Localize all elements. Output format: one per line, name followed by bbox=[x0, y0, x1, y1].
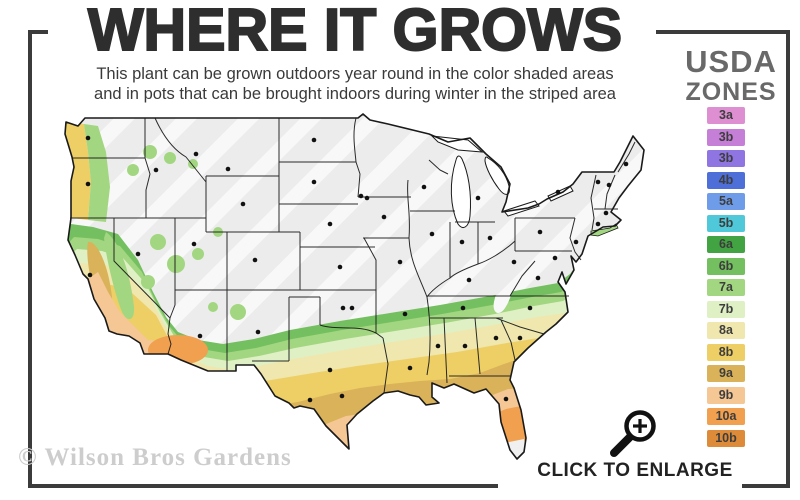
appalachian-stripes bbox=[493, 261, 514, 313]
zone-swatch-6b: 6b bbox=[707, 257, 745, 275]
zone-swatch-8b: 8b bbox=[707, 343, 745, 361]
city-dot bbox=[527, 305, 533, 311]
city-dot bbox=[85, 181, 91, 187]
click-to-enlarge-button[interactable]: CLICK TO ENLARGE bbox=[535, 406, 735, 486]
city-dot bbox=[255, 329, 261, 335]
city-dot bbox=[381, 214, 387, 220]
zone-swatch-7a: 7a bbox=[707, 279, 745, 296]
city-dot bbox=[364, 195, 370, 201]
zone-swatch-10b: 10b bbox=[707, 429, 745, 447]
zone-swatch-3a: 3a bbox=[707, 107, 745, 124]
city-dot bbox=[511, 259, 517, 265]
city-dot bbox=[435, 343, 441, 349]
city-dot bbox=[197, 333, 203, 339]
city-dot bbox=[555, 189, 561, 195]
city-dot bbox=[623, 161, 629, 167]
zone-swatch-6a: 6a bbox=[707, 236, 745, 253]
city-dot bbox=[402, 311, 408, 317]
city-dot bbox=[459, 239, 465, 245]
city-dot bbox=[429, 231, 435, 237]
city-dot bbox=[311, 179, 317, 185]
city-dot bbox=[339, 393, 345, 399]
frame-bottom-right bbox=[742, 484, 790, 488]
subtitle: This plant can be grown outdoors year ro… bbox=[40, 64, 670, 104]
zone-swatch-3b: 3b bbox=[707, 150, 745, 167]
city-dot bbox=[327, 221, 333, 227]
magnifier-plus-icon bbox=[610, 410, 656, 457]
frame-left-top bbox=[28, 30, 48, 34]
city-dot bbox=[606, 182, 612, 188]
us-zone-map-svg bbox=[64, 113, 645, 460]
page-title: WHERE IT GROWS bbox=[87, 0, 623, 64]
frame-right-top bbox=[656, 30, 790, 34]
city-dot bbox=[340, 305, 346, 311]
click-to-enlarge-label: CLICK TO ENLARGE bbox=[537, 460, 733, 481]
city-dot bbox=[475, 195, 481, 201]
city-dot bbox=[537, 229, 543, 235]
zone-swatch-7b: 7b bbox=[707, 300, 745, 318]
city-dot bbox=[462, 343, 468, 349]
city-dot bbox=[517, 335, 523, 341]
subtitle-line-1: This plant can be grown outdoors year ro… bbox=[96, 65, 614, 83]
city-dot bbox=[135, 251, 141, 257]
zone-swatch-10a: 10a bbox=[707, 408, 745, 425]
city-dot bbox=[311, 137, 317, 143]
city-dot bbox=[466, 277, 472, 283]
city-dot bbox=[552, 255, 558, 261]
zone-swatch-9b: 9b bbox=[707, 386, 745, 404]
zone-swatch-9a: 9a bbox=[707, 365, 745, 382]
city-dot bbox=[337, 264, 343, 270]
state-borders bbox=[70, 117, 636, 394]
city-dot bbox=[503, 396, 509, 402]
us-outline bbox=[64, 113, 645, 460]
legend-title-zones: ZONES bbox=[685, 78, 777, 106]
zone-swatch-5a: 5a bbox=[707, 193, 745, 210]
us-zone-map bbox=[58, 112, 658, 467]
city-dot bbox=[153, 167, 159, 173]
city-dot bbox=[193, 151, 199, 157]
city-dot bbox=[327, 367, 333, 373]
usda-zone-legend: 3a 3b 3b 4b 5a 5b 6a 6b 7a 7b 8a 8b 9a 9b 10a 10b bbox=[707, 107, 745, 451]
legend-title-usda: USDA bbox=[685, 44, 777, 79]
city-dot bbox=[240, 201, 246, 207]
city-dot bbox=[460, 305, 466, 311]
city-dot bbox=[573, 239, 579, 245]
zone-swatch-8a: 8a bbox=[707, 322, 745, 339]
west-coast-zone-patches bbox=[65, 122, 514, 365]
city-dot bbox=[349, 305, 355, 311]
frame-left-vertical bbox=[28, 30, 32, 488]
city-dot bbox=[407, 365, 413, 371]
frame-bottom-left bbox=[28, 484, 498, 488]
city-dot bbox=[487, 235, 493, 241]
lake-michigan bbox=[450, 155, 471, 228]
city-dot bbox=[603, 210, 609, 216]
city-dot bbox=[595, 179, 601, 185]
city-dot bbox=[85, 135, 91, 141]
city-dot bbox=[358, 193, 364, 199]
watermark: © Wilson Bros Gardens bbox=[18, 444, 292, 471]
zone-swatch-3b: 3b bbox=[707, 128, 745, 146]
frame-right-vertical bbox=[786, 30, 790, 488]
zone-swatch-5b: 5b bbox=[707, 214, 745, 232]
city-dot bbox=[595, 221, 601, 227]
city-dot bbox=[535, 275, 541, 281]
mountain-green-patches bbox=[127, 145, 246, 320]
zone-swatch-4b: 4b bbox=[707, 171, 745, 189]
city-dot bbox=[191, 241, 197, 247]
city-dot bbox=[225, 166, 231, 172]
city-dot bbox=[307, 397, 313, 403]
city-dot bbox=[397, 259, 403, 265]
city-dot bbox=[87, 272, 93, 278]
city-dot bbox=[421, 184, 427, 190]
city-dots bbox=[85, 135, 629, 403]
city-dot bbox=[252, 257, 258, 263]
city-dot bbox=[493, 335, 499, 341]
subtitle-line-2: and in pots that can be brought indoors … bbox=[94, 85, 616, 103]
